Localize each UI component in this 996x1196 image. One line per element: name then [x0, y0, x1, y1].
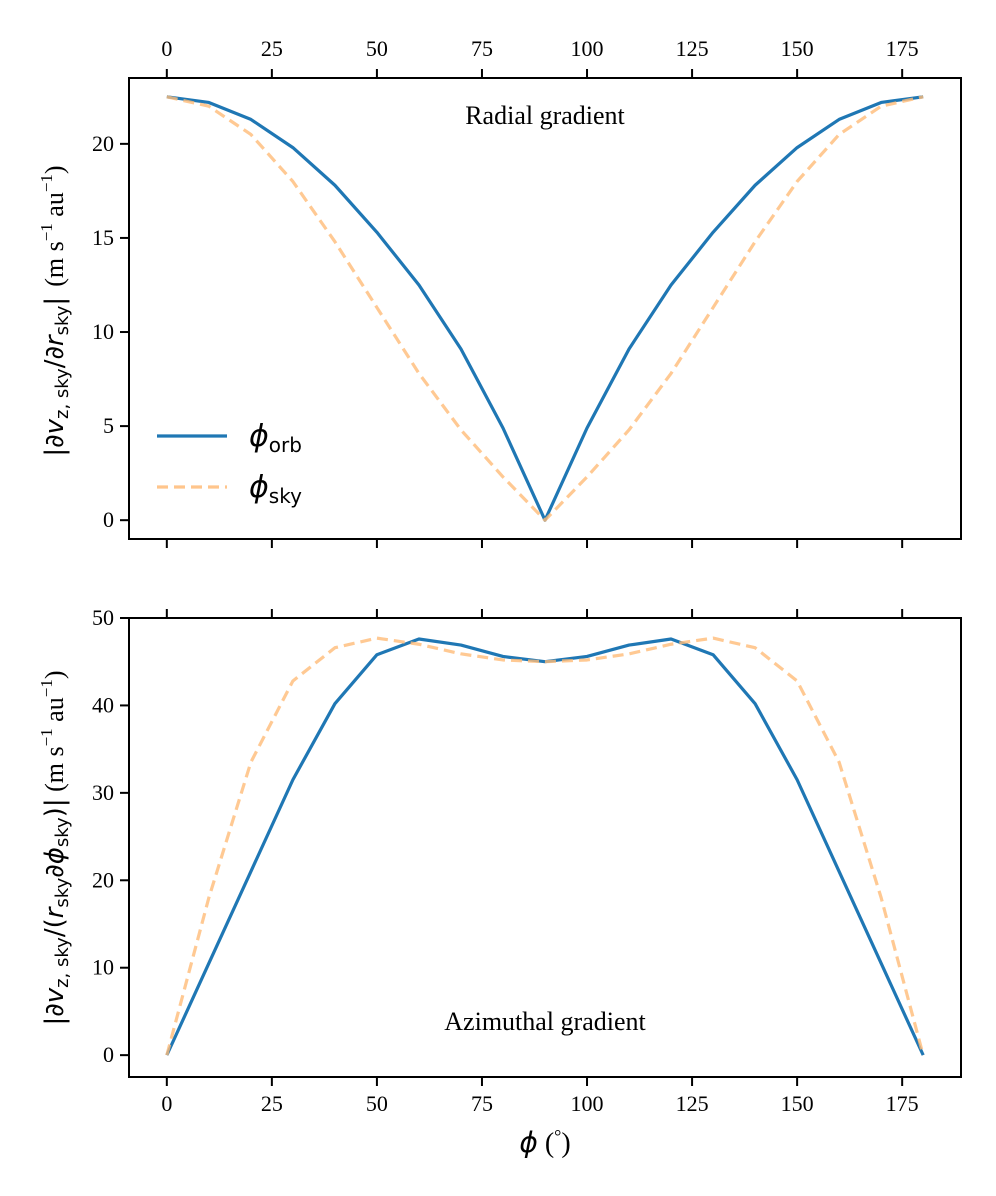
bottom-series-phi-sky [165, 636, 925, 1056]
bottom-annotation: Azimuthal gradient [444, 1007, 646, 1036]
bottom-ytick-label: 50 [92, 605, 114, 630]
bottom-xtick-label: 125 [676, 1091, 709, 1116]
legend: ϕorb ϕsky [157, 419, 302, 508]
top-xtick-label-top: 175 [886, 36, 919, 61]
top-ticks: 0 25 50 75 100 125 150 175 0 5 10 15 20 [92, 36, 919, 548]
top-ytick-label: 10 [92, 319, 114, 344]
bottom-ylabel: |∂vz, sky/(rsky∂ϕsky)| (m s−1 au−1) [37, 671, 73, 1026]
bottom-xtick-label: 0 [161, 1091, 172, 1116]
top-ylabel: |∂vz, sky/∂rsky|(m s−1 au−1) [37, 165, 73, 456]
bottom-xtick-label: 175 [886, 1091, 919, 1116]
bottom-xlabel: ϕ (°) [519, 1126, 570, 1159]
bottom-xtick-label: 75 [471, 1091, 493, 1116]
bottom-ytick-label: 20 [92, 867, 114, 892]
top-annotation: Radial gradient [465, 101, 625, 130]
panel-radial: 0 25 50 75 100 125 150 175 0 5 10 15 20 Radial gradi… [37, 36, 962, 548]
bottom-xtick-label: 50 [366, 1091, 388, 1116]
top-xtick-label-top: 25 [261, 36, 283, 61]
top-series-phi-sky [166, 95, 924, 522]
top-xtick-label-top: 75 [471, 36, 493, 61]
bottom-ytick-label: 10 [92, 955, 114, 980]
top-ytick-label: 0 [103, 507, 114, 532]
bottom-xtick-label: 150 [781, 1091, 814, 1116]
bottom-ytick-label: 0 [103, 1042, 114, 1067]
top-axes-frame [128, 77, 962, 540]
legend-label-orb: ϕorb [249, 419, 302, 457]
bottom-ticks: 0 25 50 75 100 125 150 175 0 10 20 30 40 50 [92, 605, 919, 1116]
bottom-xtick-label: 25 [261, 1091, 283, 1116]
legend-label-sky: ϕsky [249, 470, 302, 508]
top-series-layer [166, 95, 924, 522]
bottom-series-phi-orb [165, 637, 925, 1056]
bottom-xtick-label: 100 [571, 1091, 604, 1116]
top-xtick-label-top: 150 [781, 36, 814, 61]
top-xtick-label-top: 100 [571, 36, 604, 61]
top-xtick-label-top: 125 [676, 36, 709, 61]
top-ytick-label: 20 [92, 131, 114, 156]
top-ytick-label: 15 [92, 225, 114, 250]
top-xtick-label-top: 0 [161, 36, 172, 61]
bottom-ytick-label: 40 [92, 692, 114, 717]
panel-azimuthal: 0 25 50 75 100 125 150 175 0 10 20 30 40 50 Azimuthal… [37, 605, 962, 1159]
top-xtick-label-top: 50 [366, 36, 388, 61]
top-ytick-label: 5 [103, 413, 114, 438]
bottom-axes-frame [128, 617, 962, 1078]
bottom-series-layer [165, 636, 925, 1056]
bottom-ytick-label: 30 [92, 780, 114, 805]
